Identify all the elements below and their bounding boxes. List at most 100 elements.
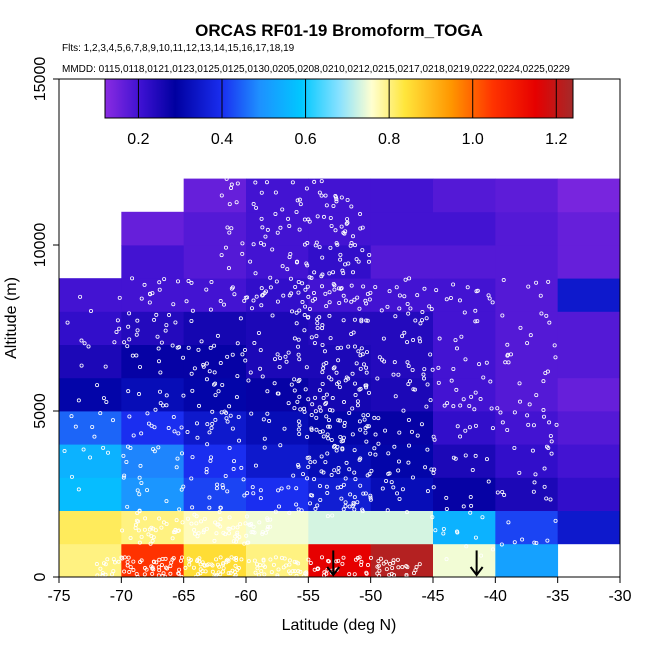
- observation-point: [210, 563, 215, 568]
- observation-point: [441, 526, 446, 531]
- observation-point: [340, 446, 345, 451]
- observation-point: [137, 540, 142, 545]
- observation-point: [204, 287, 209, 292]
- observation-point: [306, 294, 311, 299]
- observation-point: [517, 381, 522, 386]
- observation-point: [309, 413, 314, 418]
- observation-point: [157, 557, 162, 562]
- observation-point: [208, 458, 213, 463]
- observation-point: [542, 484, 547, 489]
- observation-point: [368, 290, 373, 295]
- observation-point: [436, 380, 441, 385]
- observation-point: [130, 276, 135, 281]
- observation-point: [142, 566, 147, 571]
- heatmap-cell: [183, 477, 247, 511]
- observation-point: [306, 315, 311, 320]
- observation-point: [393, 394, 398, 399]
- observation-point: [377, 568, 382, 573]
- observation-point: [128, 535, 133, 540]
- observation-point: [131, 433, 136, 438]
- colorbar-tick-label: 0.2: [127, 131, 149, 148]
- observation-point: [364, 385, 369, 390]
- observation-point: [541, 414, 546, 419]
- observation-point: [255, 566, 260, 571]
- observation-point: [198, 571, 203, 576]
- observation-point: [230, 568, 235, 573]
- observation-point: [424, 404, 429, 409]
- observation-point: [298, 202, 303, 207]
- observation-point: [315, 317, 320, 322]
- observation-point: [155, 334, 160, 339]
- observation-point: [245, 491, 250, 496]
- observation-point: [338, 434, 343, 439]
- observation-point: [348, 492, 353, 497]
- heatmap-cell: [557, 211, 621, 246]
- observation-point: [185, 516, 190, 521]
- observation-point: [473, 423, 478, 428]
- observation-point: [346, 261, 351, 266]
- observation-point: [145, 411, 150, 416]
- colorbar-tick-label: 0.8: [378, 131, 400, 148]
- observation-point: [319, 193, 324, 198]
- observation-point: [402, 330, 407, 335]
- observation-point: [420, 310, 425, 315]
- observation-point: [128, 565, 133, 570]
- observation-point: [364, 571, 369, 576]
- observation-point: [294, 210, 299, 215]
- observation-point: [545, 538, 550, 543]
- observation-point: [287, 293, 292, 298]
- observation-point: [207, 430, 212, 435]
- observation-point: [501, 278, 506, 283]
- observation-point: [395, 491, 400, 496]
- x-tick-label: -35: [546, 588, 569, 605]
- observation-point: [406, 311, 411, 316]
- observation-point: [295, 259, 300, 264]
- observation-point: [204, 361, 209, 366]
- observation-point: [228, 413, 233, 418]
- observation-point: [230, 352, 235, 357]
- observation-point: [367, 471, 372, 476]
- observation-point: [317, 405, 322, 410]
- observation-point: [153, 407, 158, 412]
- observation-point: [352, 495, 357, 500]
- observation-point: [442, 403, 447, 408]
- heatmap-cell: [433, 211, 496, 246]
- observation-point: [336, 286, 341, 291]
- observation-point: [207, 495, 212, 500]
- heatmap-cell: [59, 543, 122, 578]
- observation-point: [297, 197, 302, 202]
- observation-point: [158, 389, 163, 394]
- observation-point: [271, 562, 276, 567]
- observation-point: [294, 486, 299, 491]
- observation-point: [138, 365, 143, 370]
- observation-point: [125, 563, 130, 568]
- observation-point: [367, 297, 372, 302]
- observation-point: [224, 416, 229, 421]
- observation-point: [318, 430, 323, 435]
- observation-point: [154, 312, 159, 317]
- observation-point: [297, 357, 302, 362]
- observation-point: [120, 528, 125, 533]
- observation-point: [376, 416, 381, 421]
- observation-point: [286, 401, 291, 406]
- observation-point: [265, 516, 270, 521]
- observation-point: [186, 279, 191, 284]
- observation-point: [369, 468, 374, 473]
- heatmap-cell: [370, 311, 434, 345]
- observation-point: [117, 326, 122, 331]
- heatmap-cell: [495, 543, 559, 578]
- observation-point: [261, 558, 266, 563]
- observation-point: [391, 485, 396, 490]
- observation-point: [425, 447, 430, 452]
- observation-point: [273, 190, 278, 195]
- observation-point: [454, 529, 459, 534]
- observation-point: [345, 197, 350, 202]
- observation-point: [79, 338, 84, 343]
- observation-point: [313, 506, 318, 511]
- observation-point: [359, 319, 364, 324]
- observation-point: [257, 520, 262, 525]
- observation-point: [286, 350, 291, 355]
- observation-point: [343, 500, 348, 505]
- observation-point: [174, 465, 179, 470]
- observation-point: [304, 186, 309, 191]
